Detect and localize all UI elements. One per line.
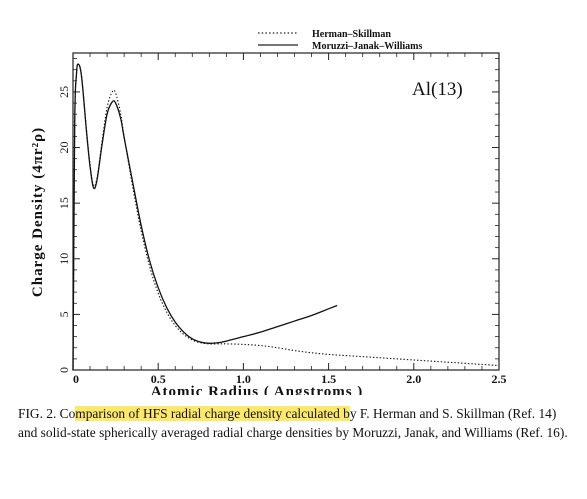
- series-line-moruzzi-janak-williams: [72, 63, 338, 371]
- x-tick-label: 1.5: [321, 372, 336, 386]
- caption-prefix: FIG. 2. Co: [18, 406, 76, 421]
- y-tick-label: 0: [57, 367, 71, 373]
- legend-label-moruzzi-janak-williams: Moruzzi–Janak–Williams: [312, 41, 422, 52]
- caption-highlight: mparison of HFS radial charge density ca…: [75, 406, 350, 421]
- plot-frame: [72, 52, 500, 371]
- x-tick-label: 2.5: [492, 372, 507, 386]
- y-axis-label: Charge Density (4πr²ρ): [30, 127, 46, 297]
- x-tick-label: 2.0: [406, 372, 421, 386]
- y-tick-label: 15: [57, 197, 71, 209]
- x-tick-label: 0: [73, 372, 79, 386]
- axis-ticks: 0 0.5 1.0 1.5 2.0 2.5 0 5 10 15 20 25: [57, 53, 507, 386]
- legend-label-herman-skillman: Herman–Skillman: [312, 29, 391, 40]
- series-layer: [72, 63, 500, 371]
- charge-density-chart: Herman–Skillman Moruzzi–Janak–Williams A…: [30, 29, 507, 395]
- x-tick-label: 0.5: [151, 372, 166, 386]
- y-tick-label: 5: [57, 311, 71, 317]
- y-tick-label: 25: [57, 86, 71, 98]
- x-axis-label: Atomic Radius ( Angstroms ): [151, 384, 364, 395]
- legend: Herman–Skillman Moruzzi–Janak–Williams: [258, 29, 422, 52]
- chart-title: Al(13): [412, 79, 463, 100]
- caption-suffix: y F. Herman and S. Skillman (Ref. 14) an…: [18, 406, 568, 440]
- y-tick-label: 20: [57, 142, 71, 154]
- x-tick-label: 1.0: [236, 372, 251, 386]
- figure-caption: FIG. 2. Comparison of HFS radial charge …: [18, 404, 578, 442]
- y-tick-label: 10: [57, 253, 71, 265]
